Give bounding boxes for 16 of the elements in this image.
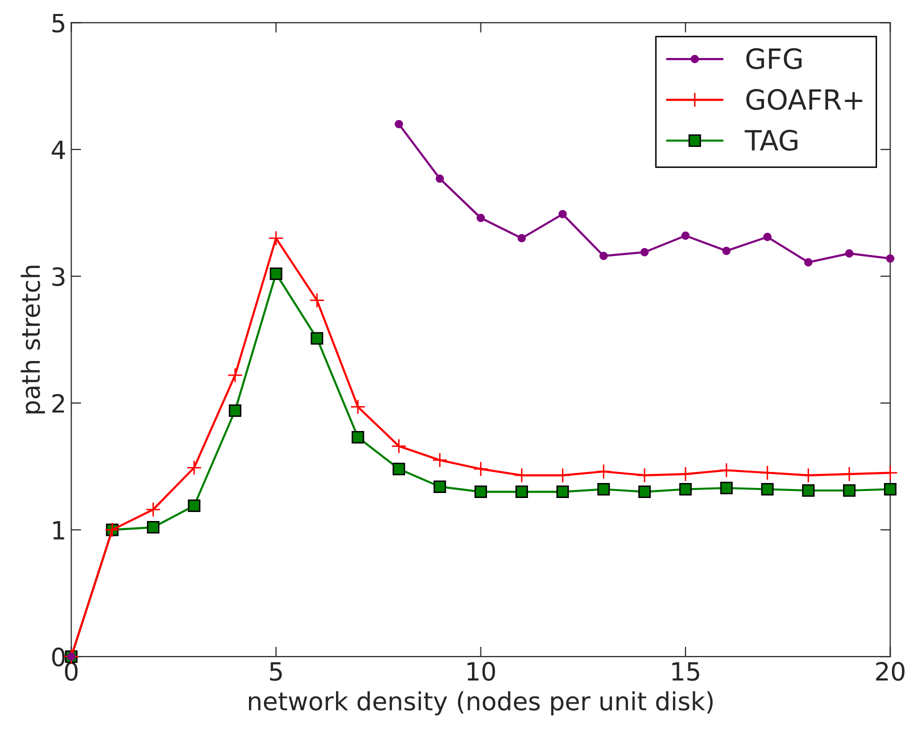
legend-label: TAG xyxy=(744,130,798,151)
y-tick-label: 5 xyxy=(52,14,64,33)
x-tick-label: 15 xyxy=(672,662,700,681)
x-tick-label: 20 xyxy=(876,662,904,681)
legend-label: GFG xyxy=(746,48,802,70)
x-axis-title: network density (nodes per unit disk) xyxy=(248,691,713,716)
x-tick-label: 5 xyxy=(270,662,282,681)
y-tick-label: 4 xyxy=(52,140,66,159)
y-tick-label: 3 xyxy=(52,267,64,286)
y-axis-title: path stretch xyxy=(20,266,45,414)
y-tick-label: 2 xyxy=(52,394,64,413)
legend-label: GOAFR+ xyxy=(746,88,862,110)
y-tick-label: 0 xyxy=(52,648,65,666)
x-tick-label: 0 xyxy=(64,662,78,681)
x-tick-label: 10 xyxy=(468,662,496,681)
y-tick-label: 1 xyxy=(53,521,64,540)
